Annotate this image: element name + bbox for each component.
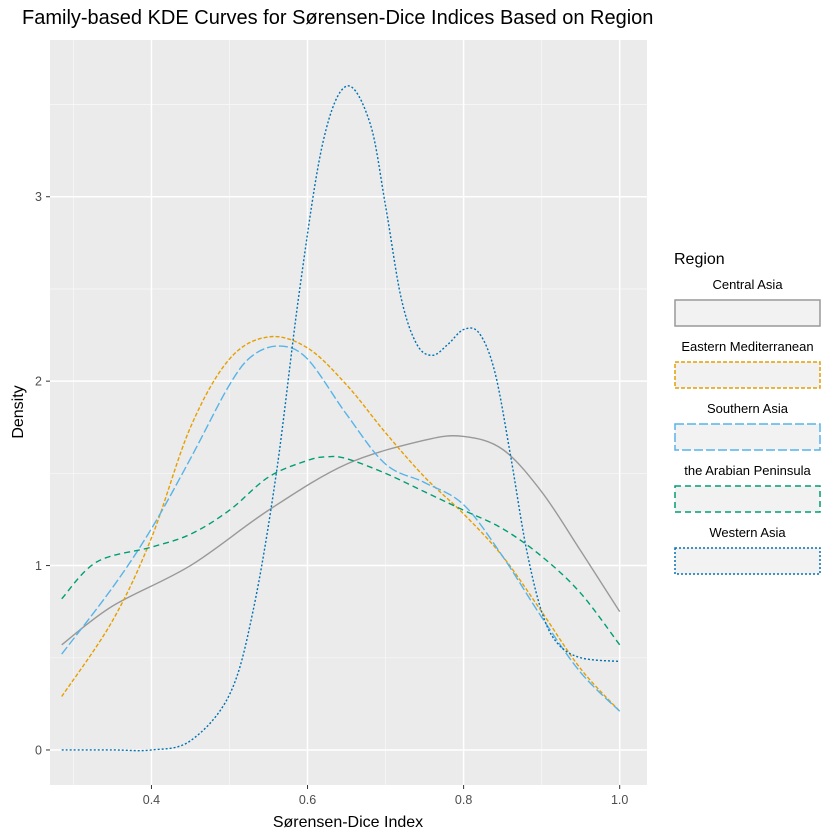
density-curve-the-arabian-peninsula (61, 455, 621, 646)
legend-key (674, 299, 821, 327)
plot-panel (50, 40, 647, 785)
density-curve-eastern-mediterranean (61, 335, 621, 712)
x-tick-label: 0.8 (455, 793, 472, 807)
legend-label: Central Asia (712, 277, 783, 292)
y-tick-label: 1 (35, 559, 42, 573)
legend-label: the Arabian Peninsula (684, 463, 811, 478)
legend-key (674, 547, 821, 575)
legend-label: Western Asia (709, 525, 786, 540)
x-axis-ticks: 0.4 0.6 0.8 1.0 (143, 785, 628, 807)
y-tick-label: 2 (35, 375, 42, 389)
density-curves (61, 85, 621, 752)
x-tick-label: 1.0 (611, 793, 628, 807)
x-axis-title: Sørensen-Dice Index (273, 814, 423, 831)
legend-key (674, 485, 821, 513)
chart-title: Family-based KDE Curves for Sørensen-Dic… (22, 7, 653, 29)
legend-key (674, 361, 821, 389)
legend: Region Central Asia Eastern Mediterranean… (674, 251, 821, 575)
minor-gridlines (50, 40, 647, 785)
legend-title: Region (674, 251, 725, 268)
x-tick-label: 0.4 (143, 793, 160, 807)
major-gridlines (50, 40, 647, 785)
legend-key (674, 423, 821, 451)
y-axis-title: Density (10, 385, 27, 438)
density-curve-central-asia (61, 435, 621, 646)
legend-items: Central Asia Eastern Mediterranean Souther… (674, 277, 821, 575)
y-axis-ticks: 0 1 2 3 (35, 190, 50, 757)
y-tick-label: 3 (35, 190, 42, 204)
density-curve-western-asia (61, 85, 620, 752)
x-tick-label: 0.6 (299, 793, 316, 807)
legend-label: Eastern Mediterranean (681, 339, 813, 354)
y-tick-label: 0 (35, 743, 42, 757)
legend-label: Southern Asia (707, 401, 789, 416)
density-curve-southern-asia (61, 345, 621, 712)
